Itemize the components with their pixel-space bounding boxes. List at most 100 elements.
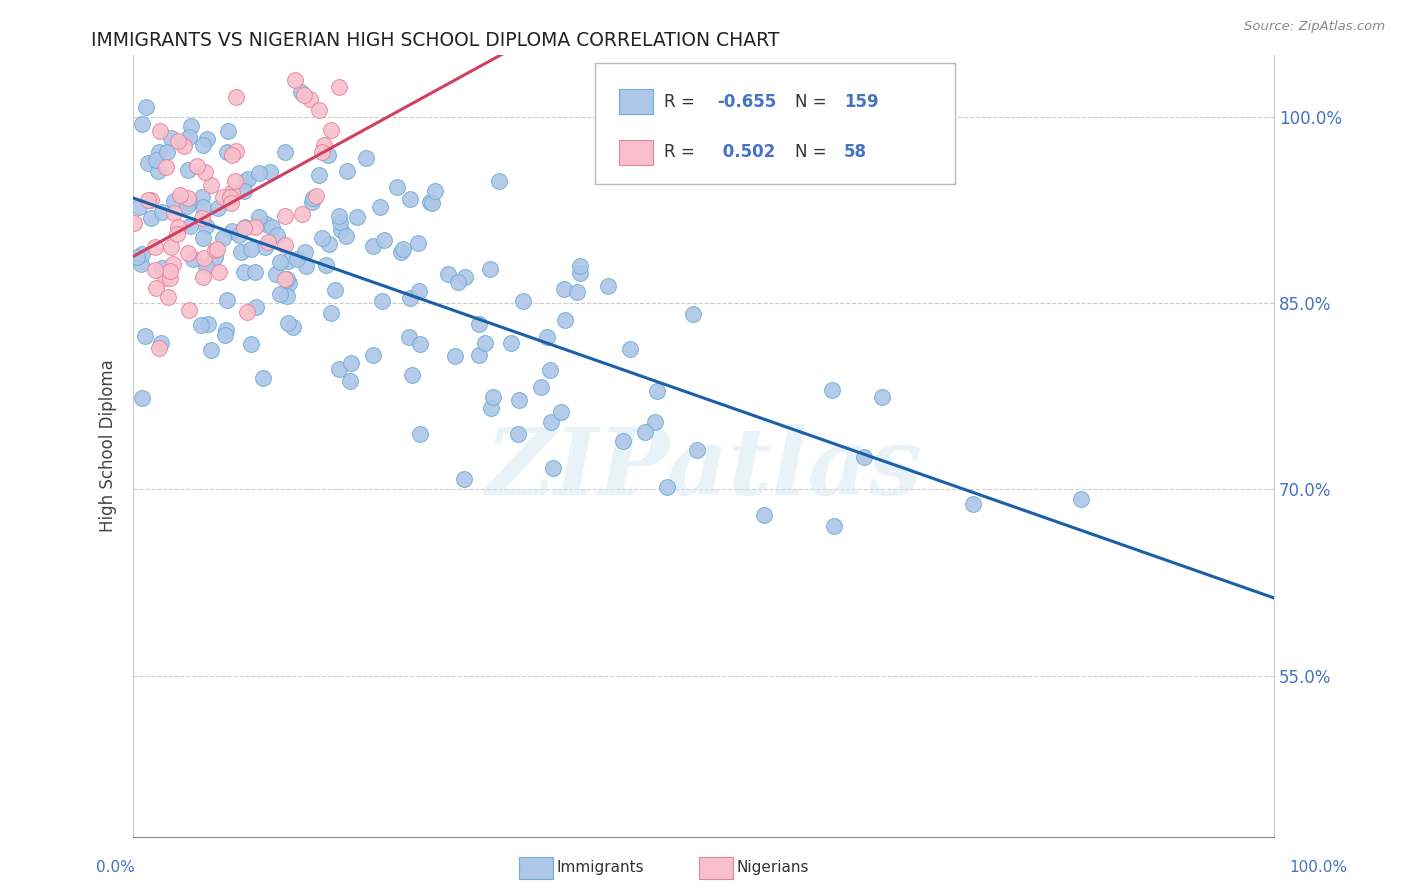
Point <box>508 392 530 407</box>
Point <box>474 336 496 351</box>
Text: -0.655: -0.655 <box>717 93 776 111</box>
Point <box>166 134 188 148</box>
Point <box>204 243 226 257</box>
Point <box>269 287 291 301</box>
Point <box>145 281 167 295</box>
Point <box>208 265 231 279</box>
Point <box>644 416 666 430</box>
Y-axis label: High School Diploma: High School Diploma <box>100 359 117 533</box>
Point <box>506 426 529 441</box>
Point <box>408 284 430 298</box>
Point <box>148 341 170 355</box>
Point <box>149 124 172 138</box>
Point <box>277 316 299 330</box>
Point <box>821 383 844 397</box>
Point <box>177 130 200 145</box>
Point <box>274 238 297 252</box>
Point <box>239 337 262 351</box>
Point <box>163 194 186 208</box>
Point <box>752 508 775 522</box>
Point <box>686 442 709 457</box>
Point <box>370 200 392 214</box>
Point <box>200 343 222 357</box>
Text: N =: N = <box>794 93 832 111</box>
Point <box>318 237 340 252</box>
Point <box>301 194 323 209</box>
Point <box>287 252 309 267</box>
Point <box>131 391 153 405</box>
Point <box>159 270 181 285</box>
Point <box>453 472 475 486</box>
Point <box>212 231 235 245</box>
Point <box>214 328 236 343</box>
Point <box>221 224 243 238</box>
Point <box>191 230 214 244</box>
Point <box>166 227 188 241</box>
Point <box>682 307 704 321</box>
Point <box>420 196 443 211</box>
FancyBboxPatch shape <box>619 140 654 165</box>
Point <box>311 231 333 245</box>
Point <box>398 291 420 305</box>
Point <box>176 199 198 213</box>
Point <box>236 304 259 318</box>
Point <box>316 148 339 162</box>
Point <box>145 153 167 168</box>
Point <box>356 151 378 165</box>
Point <box>361 239 384 253</box>
Point <box>243 220 266 235</box>
Point <box>156 145 179 159</box>
Point <box>254 217 277 231</box>
Point <box>194 165 217 179</box>
Text: ZIPatlas: ZIPatlas <box>485 425 922 515</box>
Point <box>406 235 429 250</box>
Text: Immigrants: Immigrants <box>557 861 644 875</box>
Point <box>482 390 505 404</box>
Point <box>330 223 353 237</box>
Point <box>277 254 299 268</box>
Point <box>371 293 394 308</box>
Point <box>339 374 361 388</box>
Point <box>193 251 215 265</box>
Point <box>612 434 634 448</box>
Point <box>205 242 228 256</box>
Point <box>197 317 219 331</box>
Point <box>385 180 408 194</box>
Point <box>339 356 361 370</box>
Point <box>479 401 502 415</box>
Point <box>160 240 183 254</box>
Point <box>399 192 422 206</box>
Point <box>454 270 477 285</box>
Point <box>290 86 312 100</box>
Point <box>221 185 243 199</box>
Point <box>408 337 430 351</box>
Point <box>148 145 170 160</box>
Point <box>228 227 250 242</box>
Point <box>479 262 502 277</box>
Point <box>180 120 202 134</box>
Point <box>567 285 589 300</box>
Point <box>146 163 169 178</box>
Point <box>139 193 162 207</box>
Text: N =: N = <box>794 144 832 161</box>
Point <box>194 259 217 273</box>
Point <box>134 329 156 343</box>
Point <box>153 271 176 285</box>
Point <box>122 216 145 230</box>
Point <box>173 139 195 153</box>
Point <box>162 257 184 271</box>
Point <box>215 323 238 337</box>
Point <box>323 283 346 297</box>
Point <box>541 461 564 475</box>
Point <box>361 348 384 362</box>
Point <box>233 174 256 188</box>
Point <box>274 210 297 224</box>
Point <box>240 242 263 256</box>
Point <box>252 370 274 384</box>
Point <box>499 335 522 350</box>
Point <box>596 279 619 293</box>
Point <box>290 207 312 221</box>
Point <box>302 191 325 205</box>
Point <box>419 195 441 210</box>
Point <box>215 293 238 307</box>
